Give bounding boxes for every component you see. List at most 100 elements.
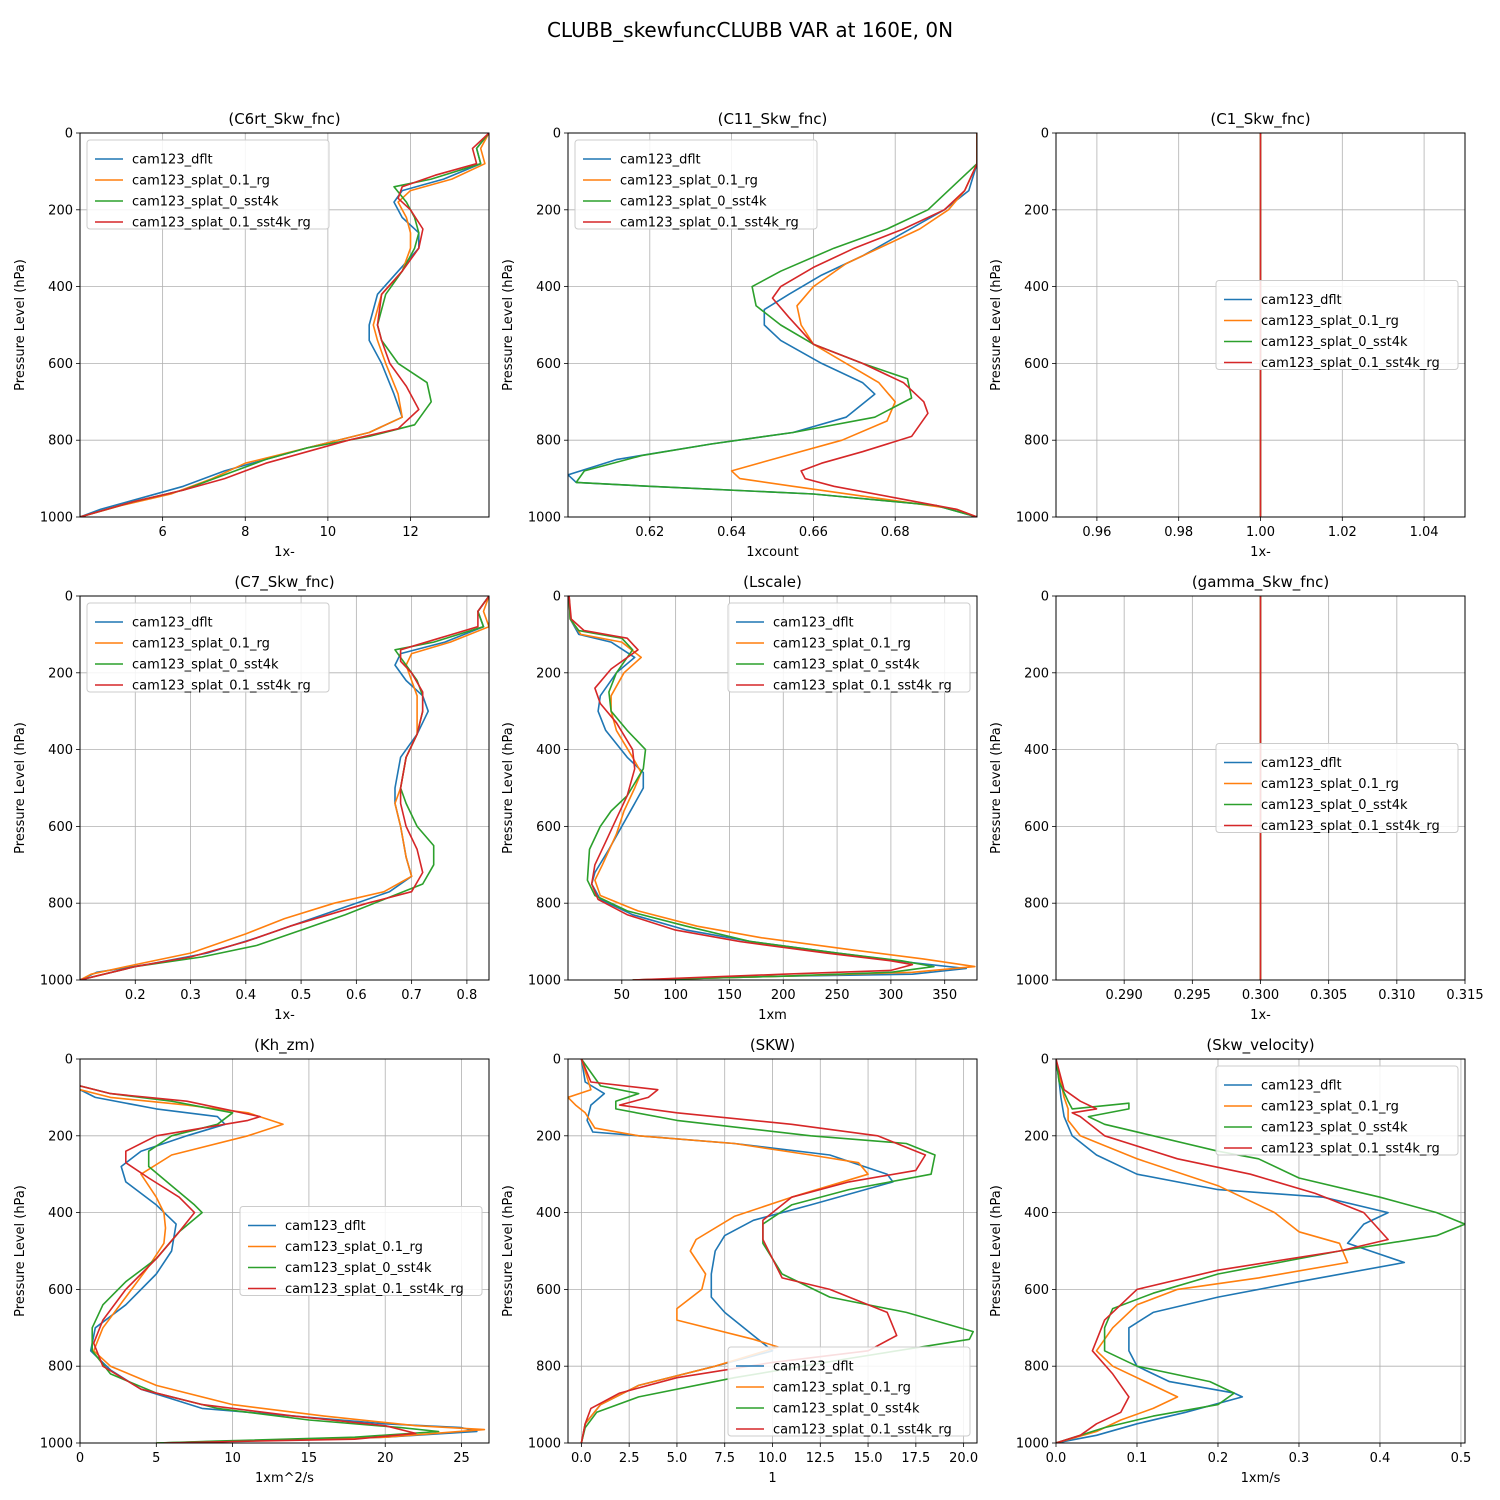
y-tick-label: 0 bbox=[65, 127, 73, 142]
y-tick-label: 1000 bbox=[528, 511, 561, 526]
y-tick-label: 400 bbox=[48, 743, 73, 758]
y-tick-label: 200 bbox=[536, 666, 561, 681]
y-tick-label: 0 bbox=[553, 1053, 561, 1068]
x-tick-label: 0.5 bbox=[1451, 1451, 1472, 1466]
legend-entry: cam123_splat_0.1_rg bbox=[132, 174, 270, 189]
y-tick-label: 1000 bbox=[528, 974, 561, 989]
x-tick-label: 0.62 bbox=[635, 525, 664, 540]
legend: cam123_dflt cam123_splat_0.1_rg cam123_spl… bbox=[728, 603, 970, 694]
y-tick-label: 800 bbox=[1024, 897, 1049, 912]
legend-entry: cam123_splat_0.1_rg bbox=[773, 1381, 911, 1396]
legend-entry: cam123_splat_0_sst4k bbox=[773, 658, 920, 673]
x-tick-label: 0.3 bbox=[180, 988, 201, 1003]
y-tick-label: 600 bbox=[1024, 1283, 1049, 1298]
y-tick-label: 200 bbox=[1024, 1129, 1049, 1144]
legend-entry: cam123_splat_0_sst4k bbox=[1261, 335, 1408, 350]
legend: cam123_dflt cam123_splat_0.1_rg cam123_spl… bbox=[728, 1347, 970, 1438]
x-tick-label: 15 bbox=[301, 1451, 318, 1466]
y-tick-label: 0 bbox=[65, 1053, 73, 1068]
y-tick-label: 600 bbox=[1024, 820, 1049, 835]
y-axis-label: Pressure Level (hPa) bbox=[13, 259, 28, 391]
legend-entry: cam123_splat_0.1_rg bbox=[1261, 314, 1399, 329]
y-tick-label: 200 bbox=[1024, 666, 1049, 681]
x-axis-label: 1xcount bbox=[746, 545, 798, 560]
legend-entry: cam123_splat_0.1_rg bbox=[620, 174, 758, 189]
x-tick-label: 0.295 bbox=[1174, 988, 1211, 1003]
y-tick-label: 1000 bbox=[40, 1437, 73, 1452]
y-tick-label: 400 bbox=[48, 1206, 73, 1221]
legend: cam123_dflt cam123_splat_0.1_rg cam123_spl… bbox=[1216, 281, 1458, 372]
panel-title: (Kh_zm) bbox=[254, 1036, 315, 1055]
x-tick-label: 0.68 bbox=[881, 525, 910, 540]
y-tick-label: 200 bbox=[48, 203, 73, 218]
x-tick-label: 0.3 bbox=[1289, 1451, 1310, 1466]
x-tick-label: 0.4 bbox=[235, 988, 256, 1003]
legend-entry: cam123_dflt bbox=[1261, 1079, 1342, 1094]
legend-entry: cam123_splat_0.1_sst4k_rg bbox=[773, 1423, 952, 1438]
x-tick-label: 25 bbox=[453, 1451, 470, 1466]
legend-entry: cam123_dflt bbox=[132, 616, 213, 631]
y-tick-label: 800 bbox=[1024, 1360, 1049, 1375]
panel-title: (C7_Skw_fnc) bbox=[234, 573, 334, 592]
legend-entry: cam123_splat_0_sst4k bbox=[773, 1402, 920, 1417]
y-tick-label: 800 bbox=[48, 1360, 73, 1375]
x-tick-label: 0.4 bbox=[1370, 1451, 1391, 1466]
legend: cam123_dflt cam123_splat_0.1_rg cam123_spl… bbox=[575, 140, 817, 231]
x-tick-label: 0.1 bbox=[1127, 1451, 1148, 1466]
y-tick-label: 0 bbox=[1041, 590, 1049, 605]
y-tick-label: 200 bbox=[536, 1129, 561, 1144]
x-tick-label: 0.0 bbox=[1046, 1451, 1067, 1466]
x-axis-label: 1 bbox=[768, 1471, 776, 1486]
x-tick-label: 150 bbox=[717, 988, 742, 1003]
legend-entry: cam123_splat_0.1_sst4k_rg bbox=[1261, 819, 1440, 834]
y-axis-label: Pressure Level (hPa) bbox=[13, 1185, 28, 1317]
legend-entry: cam123_splat_0_sst4k bbox=[132, 195, 279, 210]
y-axis-label: Pressure Level (hPa) bbox=[13, 722, 28, 854]
y-tick-label: 400 bbox=[1024, 280, 1049, 295]
figure: CLUBB_skewfuncCLUBB VAR at 160E, 0N (C6r… bbox=[0, 0, 1500, 1500]
y-tick-label: 600 bbox=[536, 1283, 561, 1298]
x-tick-label: 0.315 bbox=[1446, 988, 1483, 1003]
x-tick-label: 0.2 bbox=[125, 988, 146, 1003]
x-tick-label: 5.0 bbox=[667, 1451, 688, 1466]
x-axis-label: 1x- bbox=[1250, 1008, 1271, 1023]
y-tick-label: 800 bbox=[536, 1360, 561, 1375]
x-tick-label: 15.0 bbox=[854, 1451, 883, 1466]
y-tick-label: 1000 bbox=[1016, 511, 1049, 526]
x-tick-label: 12.5 bbox=[806, 1451, 835, 1466]
x-tick-label: 0.0 bbox=[571, 1451, 592, 1466]
legend: cam123_dflt cam123_splat_0.1_rg cam123_spl… bbox=[87, 603, 329, 694]
x-tick-label: 1.00 bbox=[1246, 525, 1275, 540]
x-tick-label: 0 bbox=[76, 1451, 84, 1466]
y-tick-label: 200 bbox=[48, 666, 73, 681]
y-tick-label: 200 bbox=[1024, 203, 1049, 218]
legend: cam123_dflt cam123_splat_0.1_rg cam123_spl… bbox=[1216, 1066, 1458, 1157]
y-axis-label: Pressure Level (hPa) bbox=[989, 722, 1004, 854]
panel-title: (SKW) bbox=[750, 1036, 795, 1054]
y-tick-label: 800 bbox=[536, 897, 561, 912]
x-tick-label: 1.02 bbox=[1328, 525, 1357, 540]
y-axis-label: Pressure Level (hPa) bbox=[989, 259, 1004, 391]
x-tick-label: 0.98 bbox=[1164, 525, 1193, 540]
x-axis-label: 1x- bbox=[1250, 545, 1271, 560]
y-tick-label: 800 bbox=[1024, 434, 1049, 449]
x-tick-label: 20.0 bbox=[949, 1451, 978, 1466]
legend: cam123_dflt cam123_splat_0.1_rg cam123_spl… bbox=[240, 1207, 482, 1298]
legend-entry: cam123_splat_0_sst4k bbox=[620, 195, 767, 210]
legend-entry: cam123_splat_0.1_sst4k_rg bbox=[285, 1282, 464, 1297]
y-tick-label: 600 bbox=[1024, 357, 1049, 372]
panel-title: (Lscale) bbox=[743, 573, 802, 591]
y-tick-label: 1000 bbox=[1016, 1437, 1049, 1452]
panel-title: (C11_Skw_fnc) bbox=[718, 110, 828, 129]
x-tick-label: 0.8 bbox=[457, 988, 478, 1003]
x-tick-label: 0.310 bbox=[1378, 988, 1415, 1003]
x-tick-label: 0.5 bbox=[291, 988, 312, 1003]
y-tick-label: 600 bbox=[48, 1283, 73, 1298]
x-tick-label: 0.66 bbox=[799, 525, 828, 540]
x-axis-label: 1xm^2/s bbox=[255, 1471, 314, 1486]
y-tick-label: 0 bbox=[65, 590, 73, 605]
legend-entry: cam123_dflt bbox=[773, 1360, 854, 1375]
y-tick-label: 0 bbox=[1041, 127, 1049, 142]
y-tick-label: 1000 bbox=[1016, 974, 1049, 989]
y-tick-label: 1000 bbox=[40, 511, 73, 526]
